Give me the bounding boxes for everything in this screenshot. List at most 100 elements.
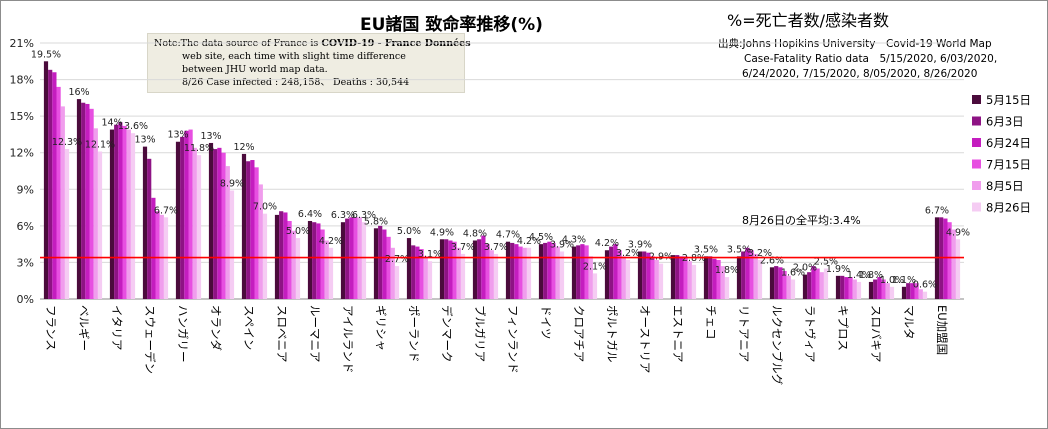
note-line-4: 8/26 Case infected : 248,158、 Deaths : 3… <box>182 77 410 88</box>
category-label: ルーマニア <box>308 305 322 363</box>
y-tick-label: 3% <box>17 256 34 269</box>
bar <box>345 218 350 299</box>
data-label: 13% <box>200 131 221 142</box>
legend-swatch <box>972 116 981 126</box>
bar <box>423 256 428 299</box>
bar <box>130 133 136 299</box>
bar <box>386 236 391 299</box>
bar <box>679 256 684 299</box>
data-label: 3.9% <box>628 240 652 251</box>
bar <box>419 249 424 299</box>
bar <box>914 283 919 299</box>
note-line-2: web site, each time with slight time dif… <box>182 51 406 62</box>
data-label: 6.3% <box>331 210 355 221</box>
legend-swatch <box>972 181 981 190</box>
bar <box>642 251 647 299</box>
bar <box>559 251 565 299</box>
bar <box>571 246 577 299</box>
data-label: 0.6% <box>913 280 937 291</box>
category-label: スウェーデン <box>143 305 157 374</box>
formula-label: %=死亡者数/感染者数 <box>727 11 890 30</box>
note-line-3: between JHU world map data. <box>182 64 328 75</box>
bar <box>427 261 433 299</box>
bar <box>324 240 329 299</box>
data-label: 6.4% <box>298 209 322 220</box>
bar <box>291 230 296 299</box>
category-label: リトアニア <box>737 305 751 362</box>
data-label: 12% <box>233 142 254 153</box>
data-label: 3.7% <box>451 242 475 253</box>
bar <box>868 281 874 299</box>
bar <box>254 167 259 299</box>
y-tick-label: 18% <box>10 74 34 87</box>
bar <box>477 239 482 299</box>
bar <box>229 190 235 299</box>
bar <box>262 213 268 299</box>
category-label: クロアチア <box>572 305 586 362</box>
bar <box>538 244 544 299</box>
bar <box>444 239 449 299</box>
bar <box>439 239 445 299</box>
bar <box>225 166 230 299</box>
data-label: 2.1% <box>583 261 607 272</box>
bar <box>852 279 857 299</box>
bar <box>621 256 626 299</box>
category-label: ラトヴィア <box>803 305 817 363</box>
bar <box>526 247 532 299</box>
bar <box>835 275 841 299</box>
legend-label: 8月5日 <box>986 179 1024 193</box>
bar <box>551 242 556 299</box>
bar <box>48 69 53 299</box>
y-tick-label: 6% <box>17 220 34 233</box>
legend-swatch <box>972 95 981 104</box>
category-label: マルタ <box>902 305 916 340</box>
bar <box>505 241 511 299</box>
category-label: ルクセンブルグ <box>770 305 784 386</box>
bar <box>802 274 808 299</box>
bar <box>89 108 94 299</box>
bar <box>151 197 156 299</box>
data-label: 4.7% <box>496 230 520 241</box>
bar <box>555 246 560 299</box>
category-label: ベルギー <box>77 305 91 351</box>
data-label: 4.8% <box>463 229 487 240</box>
legend-swatch <box>972 159 981 169</box>
category-label: ブルガリア <box>473 305 487 362</box>
bar <box>64 149 70 299</box>
data-label: 14% <box>101 118 122 129</box>
data-label: 3.2% <box>748 248 772 259</box>
bar <box>650 256 655 299</box>
bar <box>118 122 123 300</box>
bar <box>295 238 301 299</box>
bar <box>543 242 548 299</box>
bar <box>613 244 618 299</box>
bar <box>192 147 197 299</box>
category-label: ポーランド <box>407 305 421 363</box>
data-label: 2.6% <box>760 255 784 266</box>
data-label: 12.1% <box>85 140 115 151</box>
data-label: 4.5% <box>529 232 553 243</box>
data-label: 3.5% <box>694 244 718 255</box>
bar <box>703 256 709 299</box>
bar <box>340 222 346 299</box>
bar <box>848 277 853 299</box>
bar <box>637 251 643 299</box>
category-label: オランダ <box>209 305 223 351</box>
bar <box>312 222 317 299</box>
data-label: 5.0% <box>397 226 421 237</box>
bar <box>687 261 692 299</box>
bar <box>241 153 247 299</box>
bar <box>955 239 961 299</box>
bar <box>724 277 730 299</box>
bar <box>720 266 725 299</box>
data-label: 3.2% <box>616 248 640 259</box>
category-label: キプロス <box>836 305 850 351</box>
category-label: スロベニア <box>275 305 289 363</box>
bar <box>889 286 895 299</box>
bar <box>258 184 263 299</box>
legend-label: 8月26日 <box>986 201 1031 215</box>
average-label: 8月26日の全平均:3.4% <box>742 213 861 227</box>
bar <box>885 283 890 299</box>
bar <box>910 283 915 299</box>
bar <box>279 211 284 299</box>
